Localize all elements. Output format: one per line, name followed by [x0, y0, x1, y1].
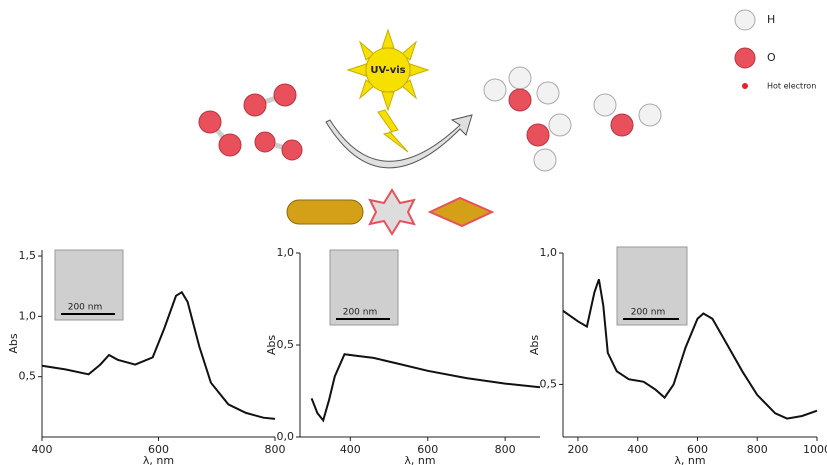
scale-label: 200 nm — [68, 303, 103, 313]
tem-inset — [616, 246, 688, 326]
reaction-diagram: UV-vis H O Hot electron — [198, 9, 816, 236]
y-axis-label: Abs — [528, 335, 541, 356]
lightning — [377, 109, 409, 153]
y-tick-label: 1,0 — [540, 246, 558, 259]
x-tick-label: 600 — [687, 443, 708, 456]
x-axis-label: λ, nm — [143, 454, 174, 465]
x-tick-label: 200 — [567, 443, 588, 456]
x-tick-label: 800 — [265, 443, 286, 456]
x-axis-label: λ, nm — [674, 454, 705, 465]
x-tick-label: 800 — [495, 443, 516, 456]
y-tick-label: 0,5 — [277, 338, 295, 351]
y-tick-label: 0,5 — [540, 377, 558, 390]
chart: 400 600 800 0,5 1,0 1,5 λ, nm Abs 200 nm — [7, 249, 286, 465]
x-tick-label: 400 — [340, 443, 361, 456]
spectrum-line — [41, 290, 276, 420]
tem-inset — [54, 249, 124, 321]
arrow — [325, 114, 473, 169]
legend-label: Hot electron — [767, 82, 816, 91]
x-tick-label: 600 — [148, 443, 169, 456]
spectrum-line — [562, 278, 818, 420]
y-tick-label: 0,0 — [277, 430, 295, 443]
scale-label: 200 nm — [343, 308, 378, 318]
scale-label: 200 nm — [631, 308, 666, 318]
legend-label: H — [767, 13, 775, 26]
light-label: UV-vis — [370, 65, 405, 76]
x-tick-label: 800 — [747, 443, 768, 456]
x-tick-label: 600 — [417, 443, 438, 456]
y-tick-label: 1,0 — [19, 309, 37, 322]
x-axis-label: λ, nm — [404, 454, 435, 465]
y-tick-label: 1,0 — [277, 246, 295, 259]
y-tick-label: 0,5 — [19, 370, 37, 383]
x-tick-label: 400 — [627, 443, 648, 456]
spectrum-line — [310, 353, 541, 423]
y-axis-label: Abs — [265, 335, 278, 356]
y-tick-label: 1,5 — [19, 249, 37, 262]
y-axis-label: Abs — [7, 333, 20, 354]
tem-inset — [329, 249, 399, 326]
legend-label: O — [767, 51, 776, 64]
x-tick-label: 400 — [32, 443, 53, 456]
